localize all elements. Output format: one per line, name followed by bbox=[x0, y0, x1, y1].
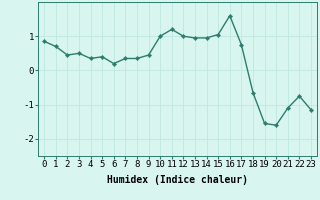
X-axis label: Humidex (Indice chaleur): Humidex (Indice chaleur) bbox=[107, 175, 248, 185]
